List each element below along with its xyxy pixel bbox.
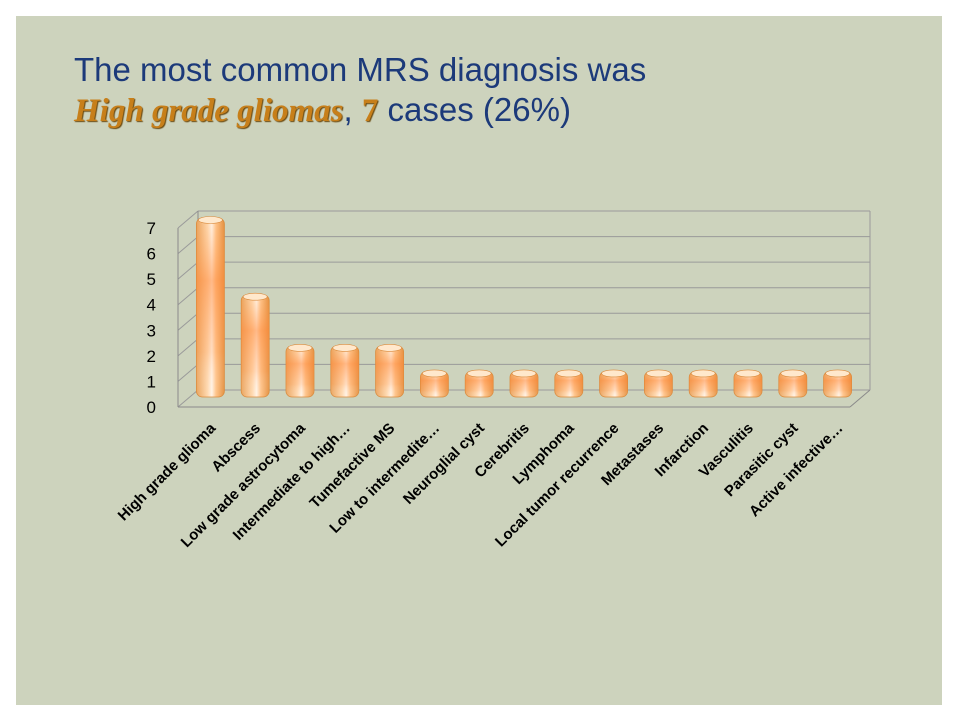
gridline-diag xyxy=(177,236,199,254)
bar xyxy=(375,344,405,398)
y-tick-label: 4 xyxy=(147,296,156,315)
bar-glow xyxy=(734,371,762,397)
slide-background xyxy=(16,16,942,705)
bar xyxy=(509,369,539,398)
gridline-diag xyxy=(177,312,199,331)
bar xyxy=(464,369,494,398)
bar xyxy=(240,292,270,398)
bar-cap xyxy=(422,369,447,378)
title-count: 7 xyxy=(361,93,379,129)
gridline-diag xyxy=(177,210,199,229)
bar xyxy=(778,369,808,398)
bar-cap xyxy=(690,369,716,378)
bar-glow xyxy=(510,371,538,397)
bar xyxy=(688,369,718,398)
bar-cap xyxy=(466,369,492,378)
gridline-diag xyxy=(177,287,199,306)
slide-title: The most common MRS diagnosis was High g… xyxy=(74,50,894,131)
bar-glow xyxy=(599,371,628,397)
bar xyxy=(554,369,584,398)
gridline-diag xyxy=(177,338,199,357)
bar-cap xyxy=(377,344,402,352)
bar-glow xyxy=(823,371,852,397)
bar-cap xyxy=(825,369,850,378)
bar-glow xyxy=(644,371,673,397)
bar-cap xyxy=(780,369,806,378)
bar-glow xyxy=(196,218,225,397)
bar-glow xyxy=(330,345,359,397)
bar-cap xyxy=(287,344,313,352)
y-tick-label: 0 xyxy=(147,398,156,417)
bar xyxy=(330,344,360,398)
bar-glow xyxy=(241,294,270,397)
y-tick-label: 1 xyxy=(147,372,156,391)
gridline-diag xyxy=(177,364,199,382)
title-sep: , xyxy=(343,91,362,128)
y-tick-label: 2 xyxy=(147,347,156,366)
bar-cap xyxy=(242,292,268,301)
title-highlight: High grade gliomas xyxy=(74,93,344,129)
gridline-diag xyxy=(177,261,199,280)
bar-glow xyxy=(689,371,718,397)
bar-glow xyxy=(778,371,807,397)
bar-glow xyxy=(375,345,404,397)
bar-cap xyxy=(332,344,358,352)
x-axis-end xyxy=(849,389,871,408)
bar xyxy=(644,369,673,398)
bar-cap xyxy=(198,216,223,224)
title-line1: The most common MRS diagnosis was xyxy=(74,51,647,88)
bar xyxy=(733,369,763,398)
bar-cap xyxy=(511,369,537,378)
bar-glow xyxy=(465,371,494,397)
x-category-label: Neuroglial cyst xyxy=(400,420,488,508)
bar-cap xyxy=(646,369,671,378)
y-tick-label: 6 xyxy=(147,245,156,264)
gridline-diag xyxy=(177,389,199,408)
bar-cap xyxy=(735,369,761,378)
x-category-label: High grade glioma xyxy=(115,419,220,524)
bar xyxy=(823,369,852,398)
y-tick-label: 5 xyxy=(147,270,156,289)
bar xyxy=(599,369,628,398)
y-tick-label: 3 xyxy=(147,321,156,340)
bar xyxy=(285,344,315,398)
bar xyxy=(195,216,225,398)
bar-cap xyxy=(556,369,582,378)
bar-cap xyxy=(601,369,626,378)
bar-glow xyxy=(554,371,583,397)
bar xyxy=(419,369,449,398)
bar-glow xyxy=(286,345,314,397)
y-tick-label: 7 xyxy=(147,219,156,238)
title-rest: cases (26%) xyxy=(378,91,571,128)
bar-glow xyxy=(420,371,449,397)
